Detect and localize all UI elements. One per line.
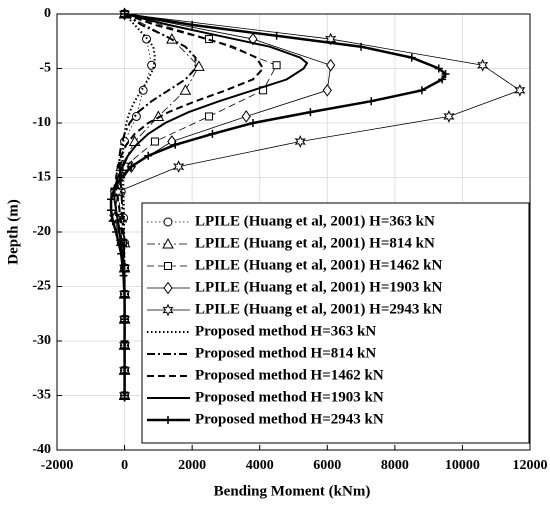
legend: LPILE (Huang et al, 2001) H=363 kN LPILE … (141, 202, 530, 444)
marker (120, 315, 129, 324)
x-tick-label: 4000 (246, 458, 274, 473)
marker (322, 83, 332, 97)
legend-label: LPILE (Huang et al, 2001) H=1903 kN (195, 279, 442, 295)
marker (127, 162, 136, 171)
marker (272, 31, 281, 40)
marker (163, 281, 173, 295)
legend-box (141, 202, 530, 444)
x-axis-label: Bending Moment (kNm) (214, 483, 371, 499)
series-line (109, 12, 448, 396)
marker (188, 20, 197, 29)
x-tick-label: 12000 (513, 458, 548, 473)
marker (117, 249, 126, 258)
marker (325, 32, 337, 46)
legend-label: LPILE (Huang et al, 2001) H=2943 kN (195, 301, 442, 317)
legend-label: Proposed method H=814 kN (195, 345, 376, 361)
y-tick-label: -5 (39, 61, 51, 76)
y-tick-label: -15 (32, 170, 51, 185)
marker (208, 129, 217, 138)
series-line (121, 13, 156, 396)
y-tick-label: 0 (44, 6, 51, 21)
marker (326, 58, 336, 72)
marker (306, 108, 315, 117)
marker (144, 151, 153, 160)
marker (248, 119, 257, 127)
marker (367, 97, 376, 106)
marker (434, 64, 443, 73)
y-tick-label: -20 (32, 224, 51, 239)
legend-label: Proposed method H=1462 kN (195, 367, 384, 383)
marker (162, 303, 174, 317)
x-tick-label: -2000 (41, 458, 74, 473)
series-line (113, 13, 309, 396)
marker (131, 111, 141, 121)
marker (438, 75, 447, 84)
marker (514, 83, 526, 97)
marker (164, 262, 172, 270)
marker (117, 173, 126, 182)
legend-label: LPILE (Huang et al, 2001) H=814 kN (195, 235, 435, 251)
y-tick-label: -35 (32, 388, 51, 403)
marker (120, 10, 129, 18)
marker (357, 42, 366, 51)
y-tick-label: -40 (32, 442, 51, 457)
marker (110, 184, 119, 193)
marker (120, 391, 129, 400)
legend-label: Proposed method H=363 kN (195, 323, 376, 339)
marker (294, 135, 306, 148)
series-line (115, 13, 265, 396)
y-axis-label: Depth (m) (5, 199, 21, 264)
marker (108, 217, 117, 226)
plot-frame (56, 13, 531, 451)
marker (120, 293, 129, 302)
x-tick-label: 0 (121, 458, 128, 473)
marker (477, 58, 489, 72)
y-tick-label: -10 (32, 115, 51, 130)
legend-label: Proposed method H=1903 kN (195, 389, 384, 405)
y-tick-label: -30 (32, 333, 51, 348)
marker (417, 86, 426, 95)
y-tick-label: -25 (32, 279, 51, 294)
marker (164, 416, 172, 424)
marker (443, 110, 455, 123)
x-tick-label: 8000 (381, 458, 409, 473)
marker (163, 217, 173, 227)
marker (171, 140, 180, 149)
marker (107, 195, 116, 204)
legend-label: LPILE (Huang et al, 2001) H=363 kN (195, 213, 435, 229)
legend-label: Proposed method H=2943 kN (195, 411, 384, 427)
legend-label: LPILE (Huang et al, 2001) H=1462 kN (195, 257, 442, 273)
marker (150, 137, 159, 146)
marker (272, 61, 281, 70)
marker (241, 110, 251, 123)
marker (112, 228, 121, 236)
series-line (118, 13, 197, 396)
x-tick-label: 6000 (313, 458, 341, 473)
marker (173, 160, 185, 174)
marker (407, 53, 416, 62)
marker (120, 337, 129, 345)
marker (205, 112, 214, 121)
marker (179, 84, 192, 95)
x-tick-label: 10000 (445, 458, 480, 473)
x-tick-label: 2000 (178, 458, 206, 473)
marker (107, 206, 116, 215)
marker (119, 271, 128, 280)
marker (147, 60, 157, 70)
marker (162, 237, 174, 249)
marker (441, 69, 450, 78)
